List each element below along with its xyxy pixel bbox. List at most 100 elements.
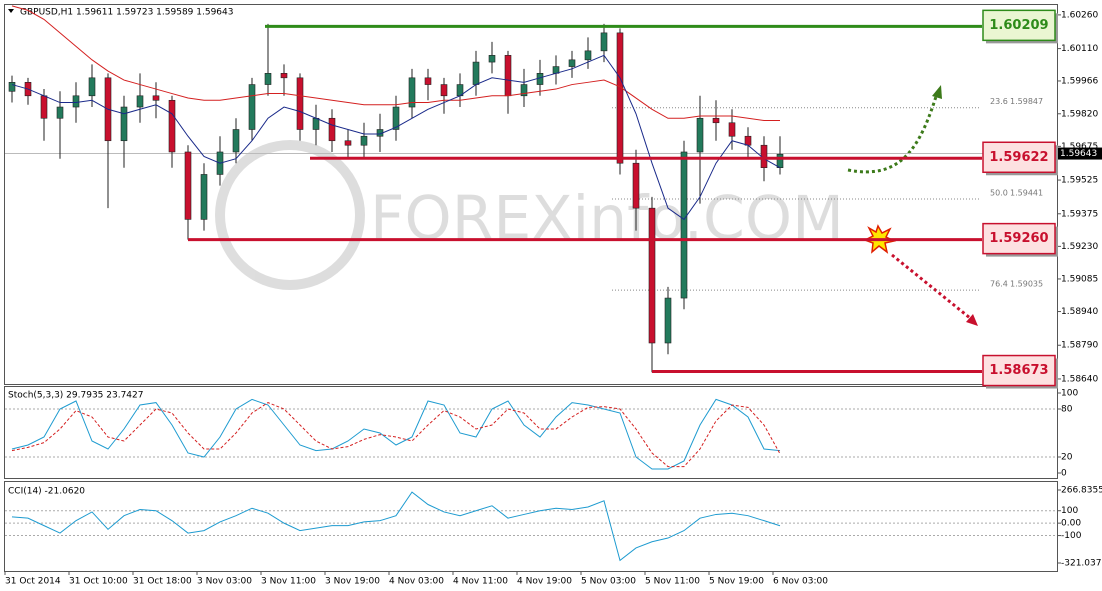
stoch-panel bbox=[4, 386, 1058, 479]
candle-body bbox=[472, 61, 480, 85]
x-tick-label: 3 Nov 19:00 bbox=[325, 577, 380, 587]
y-tick-label: 1.59820 bbox=[1061, 109, 1098, 119]
fibo-level: 23.6 bbox=[990, 97, 1008, 106]
candle-body bbox=[568, 59, 576, 67]
y-tick-label: 20 bbox=[1061, 453, 1073, 463]
candle-body bbox=[664, 297, 672, 344]
candle-body bbox=[232, 129, 240, 153]
watermark: FOREXinfo.COM bbox=[370, 184, 844, 254]
level-box bbox=[982, 9, 1056, 42]
fibo-price: 1.59441 bbox=[1010, 188, 1043, 197]
candle-body bbox=[280, 73, 288, 79]
candle-body bbox=[488, 55, 496, 63]
x-tick-label: 3 Nov 03:00 bbox=[197, 577, 252, 587]
y-tick-label: 100 bbox=[1061, 389, 1078, 399]
main-panel bbox=[4, 4, 1058, 385]
y-tick-label: 1.58640 bbox=[1061, 374, 1098, 384]
candle-body bbox=[312, 117, 320, 130]
cci-title: CCI(14) -21.0620 bbox=[8, 487, 85, 497]
candle-body bbox=[680, 151, 688, 299]
candle-body bbox=[248, 84, 256, 130]
candle-body bbox=[120, 106, 128, 142]
chart-title: GBPUSD,H1 1.59611 1.59723 1.59589 1.5964… bbox=[20, 8, 233, 18]
level-label: 1.58673 bbox=[989, 363, 1048, 378]
y-tick-label: 80 bbox=[1061, 405, 1073, 415]
indicator-line bbox=[11, 402, 781, 468]
y-tick-label: 266.8355 bbox=[1061, 486, 1102, 496]
level-label: 1.60209 bbox=[989, 18, 1048, 33]
y-tick-label: -321.0377 bbox=[1061, 559, 1102, 569]
level-box bbox=[982, 354, 1056, 387]
up-arrow-head bbox=[932, 85, 942, 99]
y-tick-label: 1.59230 bbox=[1061, 242, 1098, 252]
x-tick-label: 5 Nov 11:00 bbox=[645, 577, 700, 587]
watermark-group: FOREXinfo.COM bbox=[215, 140, 844, 290]
level-box bbox=[982, 141, 1056, 174]
y-tick-label: 1.59525 bbox=[1061, 176, 1098, 186]
candle-body bbox=[168, 99, 176, 153]
x-tick-label: 3 Nov 11:00 bbox=[261, 577, 316, 587]
down-arrow-head bbox=[966, 314, 978, 326]
y-tick-label: 0.00 bbox=[1061, 519, 1081, 529]
indicator-line bbox=[11, 398, 781, 470]
candle-body bbox=[40, 95, 48, 119]
x-tick-label: 4 Nov 03:00 bbox=[389, 577, 444, 587]
level-label: 1.59260 bbox=[989, 231, 1048, 246]
candle-body bbox=[408, 77, 416, 108]
candle-body bbox=[88, 77, 96, 97]
candle-body bbox=[776, 153, 784, 169]
moving-average bbox=[11, 54, 781, 221]
candle-body bbox=[344, 140, 352, 146]
x-tick-label: 4 Nov 19:00 bbox=[517, 577, 572, 587]
candle-body bbox=[264, 73, 272, 85]
x-tick-label: 31 Oct 10:00 bbox=[69, 577, 128, 587]
x-tick-label: 5 Nov 19:00 bbox=[709, 577, 764, 587]
x-tick-label: 4 Nov 11:00 bbox=[453, 577, 508, 587]
candle-body bbox=[600, 32, 608, 52]
candle-body bbox=[648, 207, 656, 344]
down-arrow bbox=[891, 253, 971, 320]
fibo-price: 1.59035 bbox=[1010, 280, 1043, 289]
candle-body bbox=[392, 106, 400, 130]
candle-body bbox=[712, 117, 720, 124]
fibo-level: 50.0 bbox=[990, 188, 1008, 197]
y-tick-label: 100 bbox=[1061, 506, 1078, 516]
candle-body bbox=[504, 55, 512, 97]
candle-body bbox=[8, 82, 16, 92]
y-tick-label: 1.59085 bbox=[1061, 274, 1098, 284]
candle-body bbox=[56, 106, 64, 119]
watermark-logo bbox=[215, 140, 365, 290]
y-tick-label: 1.60260 bbox=[1061, 10, 1098, 20]
cci-panel bbox=[4, 481, 1058, 572]
y-tick-label: 0 bbox=[1061, 469, 1067, 479]
candle-body bbox=[632, 162, 640, 209]
candle-body bbox=[360, 135, 368, 146]
moving-average bbox=[11, 5, 780, 122]
y-tick-label: -100 bbox=[1061, 531, 1082, 541]
candle-body bbox=[184, 151, 192, 220]
candle-body bbox=[424, 77, 432, 85]
candle-body bbox=[136, 95, 144, 108]
candle-body bbox=[728, 122, 736, 137]
candle-body bbox=[200, 174, 208, 220]
x-tick-label: 31 Oct 18:00 bbox=[133, 577, 192, 587]
stoch-title: Stoch(5,3,3) 29.7935 23.7427 bbox=[8, 391, 143, 401]
level-label: 1.59622 bbox=[989, 150, 1048, 165]
candle-body bbox=[440, 84, 448, 97]
y-tick-label: 1.58790 bbox=[1061, 341, 1098, 351]
candle-body bbox=[584, 50, 592, 61]
candle-body bbox=[328, 117, 336, 142]
candle-body bbox=[296, 77, 304, 130]
y-tick-label: 1.59675 bbox=[1061, 142, 1098, 152]
x-tick-label: 5 Nov 03:00 bbox=[581, 577, 636, 587]
current-price-label: 1.59643 bbox=[1060, 149, 1097, 159]
fibo-price: 1.59847 bbox=[1010, 97, 1043, 106]
indicator-line bbox=[11, 491, 781, 562]
x-tick-label: 31 Oct 2014 bbox=[5, 577, 61, 587]
candle-body bbox=[72, 95, 80, 108]
y-tick-label: 1.58940 bbox=[1061, 307, 1098, 317]
candle-body bbox=[152, 95, 160, 101]
